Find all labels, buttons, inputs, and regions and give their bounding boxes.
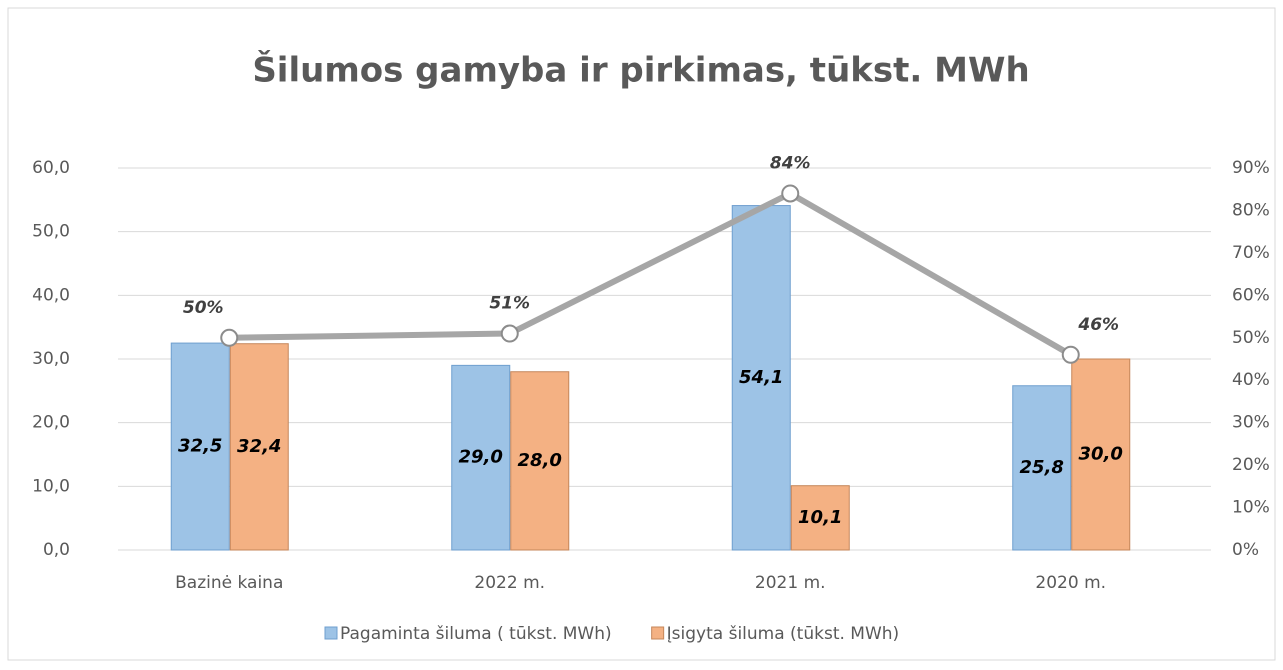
bar bbox=[229, 343, 289, 551]
y-tick-label: 20,0 bbox=[32, 413, 70, 433]
chart-border bbox=[7, 7, 1276, 661]
data-label: 25,8 bbox=[1020, 457, 1064, 478]
data-label: 30,0 bbox=[1079, 444, 1123, 465]
data-label: 32,5 bbox=[178, 436, 222, 457]
bar bbox=[790, 485, 850, 551]
line-marker bbox=[781, 184, 800, 203]
y2-tick-label: 10% bbox=[1232, 498, 1270, 518]
bar bbox=[731, 205, 791, 551]
legend-swatch bbox=[651, 626, 665, 640]
bar bbox=[510, 371, 570, 551]
y-tick-label: 40,0 bbox=[32, 285, 70, 305]
data-label: 29,0 bbox=[459, 447, 503, 468]
y2-tick-label: 20% bbox=[1232, 455, 1270, 475]
bar bbox=[170, 342, 230, 551]
data-label: 32,4 bbox=[237, 436, 281, 457]
bar bbox=[1012, 385, 1072, 551]
legend-label: Įsigyta šiluma (tūkst. MWh) bbox=[667, 624, 900, 644]
line bbox=[229, 190, 1073, 358]
data-label: 84% bbox=[770, 153, 811, 173]
y-tick-label: 10,0 bbox=[32, 476, 70, 496]
y2-tick-label: 0% bbox=[1232, 540, 1259, 560]
data-label: 50% bbox=[183, 298, 224, 318]
x-tick-label: 2022 m. bbox=[474, 573, 545, 593]
y2-tick-label: 60% bbox=[1232, 285, 1270, 305]
x-tick-label: 2020 m. bbox=[1035, 573, 1106, 593]
y2-tick-label: 30% bbox=[1232, 413, 1270, 433]
y2-tick-label: 70% bbox=[1232, 243, 1270, 263]
y2-tick-label: 80% bbox=[1232, 200, 1270, 220]
y2-tick-label: 50% bbox=[1232, 328, 1270, 348]
data-label: 28,0 bbox=[518, 450, 562, 471]
bar bbox=[451, 364, 511, 551]
x-tick-label: Bazinė kaina bbox=[175, 573, 283, 593]
legend-label: Pagaminta šiluma ( tūkst. MWh) bbox=[340, 624, 612, 644]
y2-tick-label: 40% bbox=[1232, 370, 1270, 390]
data-label: 54,1 bbox=[739, 367, 783, 388]
y-tick-label: 0,0 bbox=[43, 540, 70, 560]
x-tick-label: 2021 m. bbox=[755, 573, 826, 593]
chart-title: Šilumos gamyba ir pirkimas, tūkst. MWh bbox=[252, 50, 1029, 91]
data-label: 10,1 bbox=[798, 507, 842, 528]
data-label: 51% bbox=[489, 294, 530, 314]
legend-swatch bbox=[324, 626, 338, 640]
y-tick-label: 50,0 bbox=[32, 222, 70, 242]
line-marker bbox=[1061, 345, 1080, 364]
line-marker bbox=[500, 324, 519, 343]
y-tick-label: 60,0 bbox=[32, 158, 70, 178]
bar bbox=[1071, 358, 1131, 551]
line-marker bbox=[220, 328, 239, 347]
y-tick-label: 30,0 bbox=[32, 349, 70, 369]
y2-tick-label: 90% bbox=[1232, 158, 1270, 178]
data-label: 46% bbox=[1077, 315, 1119, 335]
